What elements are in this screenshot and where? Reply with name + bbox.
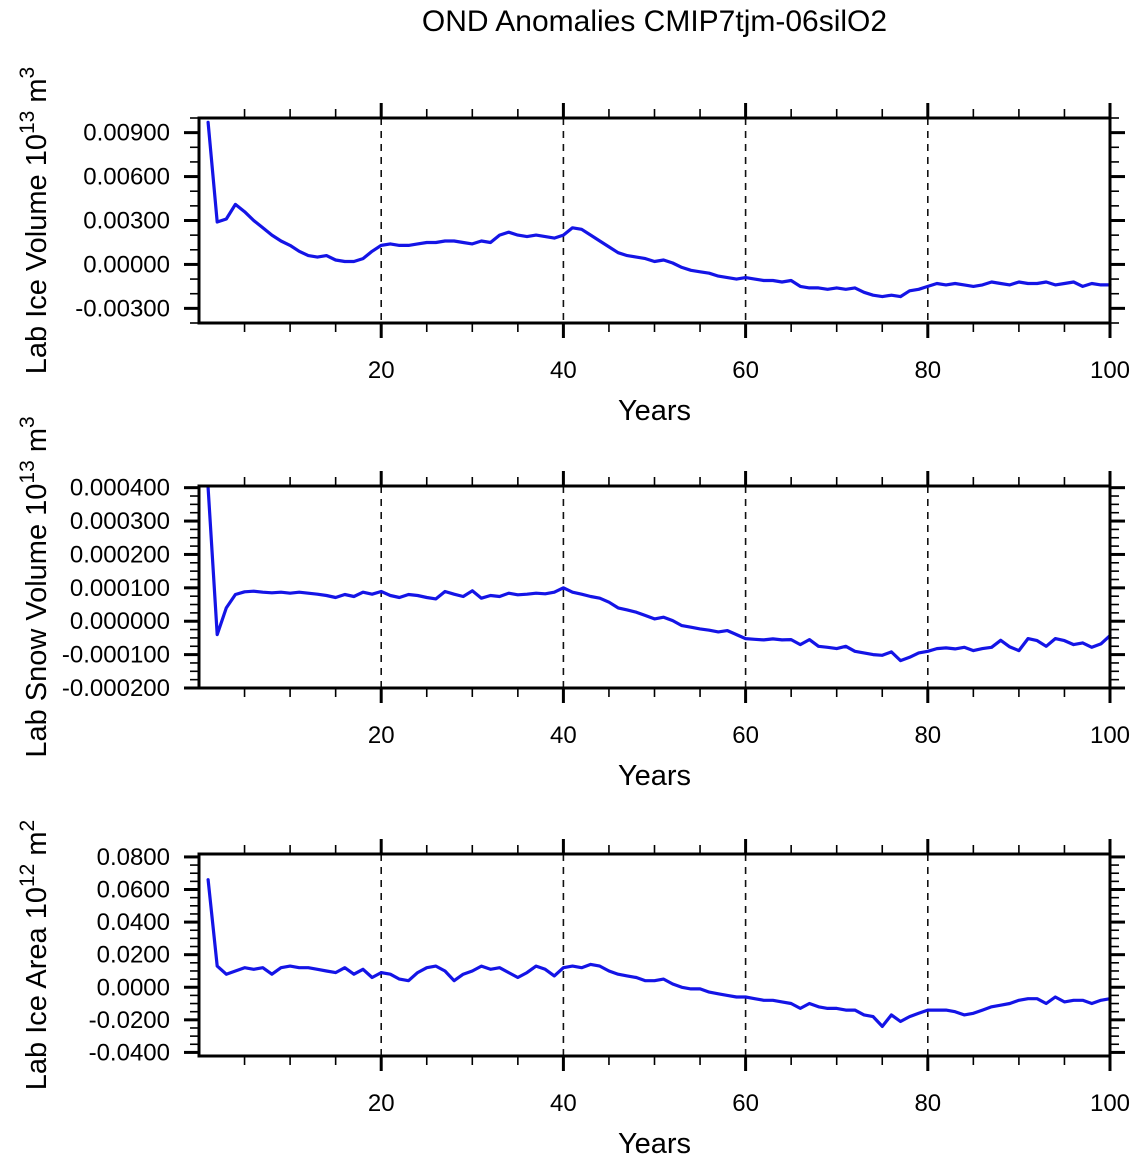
panel-3-major-ticks (184, 839, 1125, 1071)
figure-title: OND Anomalies CMIP7tjm-06silO2 (421, 5, 888, 38)
panel-2-major-ticks (184, 471, 1125, 703)
panel-2-tick-labels: 0.000400 0.000300 0.000200 0.000100 0.000000… (62, 475, 1130, 749)
panel-1-tick-labels: 0.00900 0.00600 0.00300 0.00000 -0.00300 20 40… (75, 120, 1130, 384)
panel-1-minor-ticks (190, 109, 1119, 332)
x-tick-label: 40 (550, 357, 577, 384)
panel-3-series-line (206, 878, 1112, 1029)
panel-3-minor-ticks (190, 845, 1119, 1065)
y-tick-label: -0.000200 (62, 675, 170, 702)
ylabel-text: Lab Snow Volume 10 (21, 484, 53, 758)
y-tick-label: 0.000000 (70, 608, 170, 635)
ylabel-text: m (21, 831, 53, 863)
ylabel-text: m (21, 428, 53, 460)
panel-1: 0.00900 0.00600 0.00300 0.00000 -0.00300 20 40… (16, 67, 1130, 427)
x-tick-label: 20 (368, 1090, 395, 1117)
ylabel-superscript: 3 (16, 416, 39, 428)
x-tick-label: 80 (914, 357, 941, 384)
panel-1-frame (197, 116, 1112, 325)
y-tick-label: 0.000300 (70, 508, 170, 535)
y-tick-label: 0.00000 (83, 251, 170, 278)
ylabel-superscript: 13 (16, 460, 39, 483)
panel-1-series-line (206, 120, 1112, 299)
x-tick-label: 80 (914, 1090, 941, 1117)
y-tick-label: 0.00300 (83, 208, 170, 235)
panel-2-ylabel: Lab Snow Volume 1013 m3 (16, 416, 53, 757)
y-tick-label: -0.00300 (75, 295, 170, 322)
x-tick-label: 40 (550, 1090, 577, 1117)
x-tick-label: 20 (368, 357, 395, 384)
panel-3-gridlines (380, 854, 929, 1056)
panel-2-minor-ticks (190, 477, 1119, 697)
panel-1-major-ticks (184, 103, 1125, 338)
panel-3-frame (197, 852, 1112, 1058)
y-tick-label: 0.000200 (70, 541, 170, 568)
panel-1-ylabel: Lab Ice Volume 1013 m3 (16, 67, 53, 375)
y-tick-label: 0.0400 (97, 909, 170, 936)
y-tick-label: 0.0600 (97, 877, 170, 904)
x-tick-label: 100 (1090, 1090, 1130, 1117)
x-tick-label: 100 (1090, 722, 1130, 749)
ylabel-text: Lab Ice Volume 10 (21, 134, 53, 374)
y-tick-label: 0.0000 (97, 974, 170, 1001)
x-tick-label: 40 (550, 722, 577, 749)
y-tick-label: -0.0200 (89, 1007, 170, 1034)
panel-2: 0.000400 0.000300 0.000200 0.000100 0.000000… (16, 416, 1130, 792)
x-tick-label: 20 (368, 722, 395, 749)
ylabel-superscript: 3 (16, 67, 39, 79)
y-tick-label: 0.000400 (70, 475, 170, 502)
x-tick-label: 80 (914, 722, 941, 749)
x-tick-label: 60 (732, 357, 759, 384)
ylabel-superscript: 2 (16, 820, 39, 832)
panel-2-gridlines (380, 486, 929, 688)
x-tick-label: 60 (732, 1090, 759, 1117)
panel-2-series-line (206, 486, 1112, 663)
panel-3: 0.0800 0.0600 0.0400 0.0200 0.0000 -0.0200 -0.… (16, 820, 1130, 1160)
ylabel-text: m (21, 78, 53, 110)
ylabel-text: Lab Ice Area 10 (21, 887, 53, 1090)
ylabel-superscript: 13 (16, 111, 39, 134)
panel-2-xlabel: Years (618, 760, 691, 792)
panel-3-ylabel: Lab Ice Area 1012 m2 (16, 820, 53, 1090)
y-tick-label: 0.0800 (97, 844, 170, 871)
x-tick-label: 100 (1090, 357, 1130, 384)
panel-1-gridlines (380, 118, 929, 323)
panel-3-tick-labels: 0.0800 0.0600 0.0400 0.0200 0.0000 -0.0200 -0.… (89, 844, 1130, 1117)
y-tick-label: -0.0400 (89, 1039, 170, 1066)
y-tick-label: 0.000100 (70, 575, 170, 602)
panel-1-xlabel: Years (618, 395, 691, 427)
y-tick-label: -0.000100 (62, 642, 170, 669)
panel-3-xlabel: Years (618, 1128, 691, 1160)
y-tick-label: 0.00600 (83, 164, 170, 191)
y-tick-label: 0.0200 (97, 942, 170, 969)
panel-2-frame (197, 484, 1112, 690)
x-tick-label: 60 (732, 722, 759, 749)
y-tick-label: 0.00900 (83, 120, 170, 147)
ylabel-superscript: 12 (16, 864, 39, 887)
